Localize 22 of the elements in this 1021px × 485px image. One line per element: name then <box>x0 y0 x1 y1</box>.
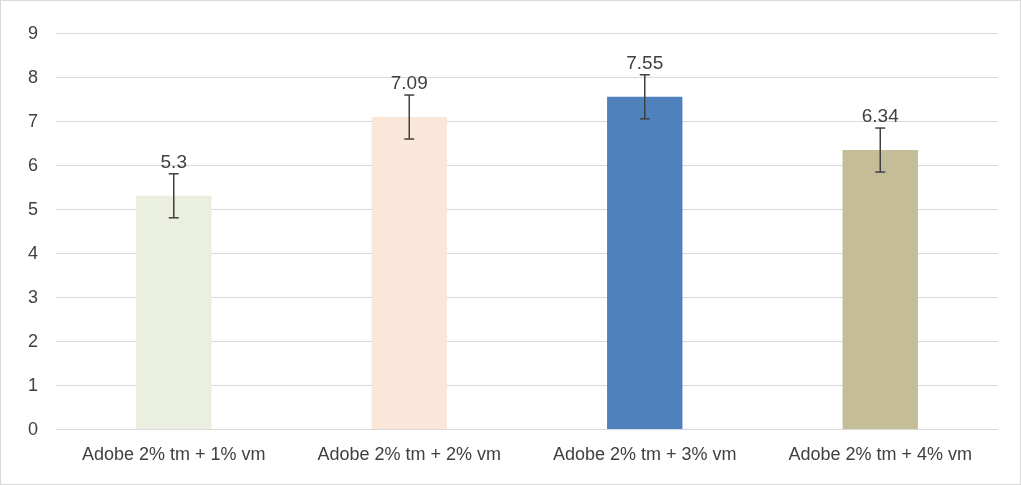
bar <box>371 117 447 429</box>
y-tick-label: 2 <box>27 331 38 351</box>
y-tick-label: 5 <box>27 199 38 219</box>
y-tick-label: 7 <box>27 111 38 131</box>
y-tick-label: 8 <box>27 67 38 87</box>
bar <box>842 150 918 429</box>
x-tick-label: Adobe 2% tm + 3% vm <box>552 444 737 464</box>
bar <box>136 195 212 429</box>
x-tick-label: Adobe 2% tm + 4% vm <box>788 444 973 464</box>
bar <box>607 96 683 429</box>
data-label: 5.3 <box>160 150 187 172</box>
data-label: 6.34 <box>861 104 900 126</box>
y-tick-label: 9 <box>27 23 38 43</box>
x-tick-label: Adobe 2% tm + 2% vm <box>317 444 502 464</box>
y-tick-label: 1 <box>27 375 38 395</box>
y-tick-label: 3 <box>27 287 38 307</box>
data-label: 7.55 <box>626 51 664 73</box>
data-label: 7.09 <box>390 71 428 93</box>
y-tick-label: 0 <box>27 419 38 439</box>
x-tick-label: Adobe 2% tm + 1% vm <box>81 444 266 464</box>
y-tick-label: 6 <box>27 155 38 175</box>
y-tick-label: 4 <box>27 243 38 263</box>
